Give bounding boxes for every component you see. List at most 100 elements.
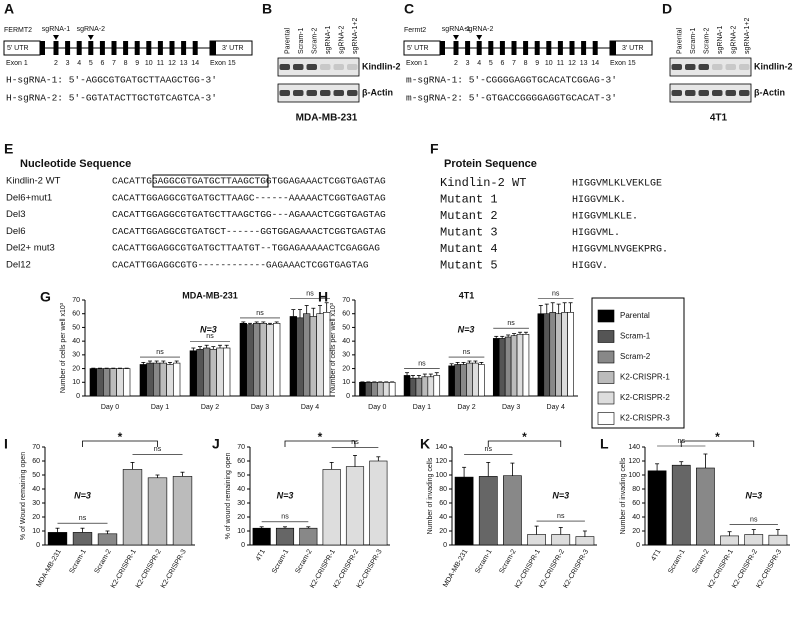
y-tick-label: 70 (237, 444, 245, 451)
ns-label: ns (306, 291, 314, 298)
protein-sequence: HIGGVMLNVGEKPRG. (572, 245, 668, 256)
guide-label: sgRNA-2 (77, 26, 106, 33)
y-tick-label: 30 (72, 352, 80, 359)
bar (266, 324, 274, 397)
exon-label: 9 (535, 60, 539, 67)
exon-label: Exon 1 (6, 60, 28, 67)
ns-label: ns (557, 513, 565, 520)
exon (40, 41, 45, 55)
exon (523, 41, 529, 55)
bar (196, 349, 204, 397)
legend-label: K2-CRISPR-2 (620, 393, 670, 402)
bar (259, 323, 267, 397)
blot-band (739, 90, 750, 96)
exon-label: 12 (568, 60, 576, 67)
x-tick-label: Day 2 (457, 404, 475, 411)
bar (376, 381, 384, 397)
guide-sequence: m-sgRNA-2: 5'-GTGACCGGGGAGGTGCACAT-3' (406, 93, 617, 104)
y-tick-label: 40 (439, 514, 447, 521)
x-tick-label: Day 4 (301, 404, 319, 411)
x-tick-label: Scram-2 (294, 548, 313, 574)
x-tick-label: Scram-1 (69, 548, 88, 574)
y-tick-label: 10 (342, 379, 350, 386)
exon (169, 41, 175, 55)
y-tick-label: 80 (439, 486, 447, 493)
nucleotide-sequence: CACATTGGAGGCGTGATGCTTAAGCTGG---AGAAACTCG… (112, 209, 386, 220)
bar (516, 333, 524, 397)
bar (109, 368, 117, 397)
bar (299, 527, 318, 546)
lane-label: sgRNA-1 (717, 25, 724, 54)
utr-label: 5' UTR (7, 45, 29, 52)
chart-title: 4T1 (459, 290, 475, 300)
section-title: Nucleotide Sequence (20, 158, 131, 170)
bar (189, 350, 197, 397)
blot-frame (277, 83, 360, 103)
exon (99, 41, 105, 55)
star-label: * (118, 430, 123, 444)
x-tick-label: 4T1 (255, 548, 267, 562)
bar (365, 381, 372, 397)
exon (592, 41, 598, 55)
x-tick-label: K2-CRISPR-1 (110, 548, 138, 589)
bar (537, 313, 545, 397)
y-tick-label: 40 (632, 514, 640, 521)
ns-label: ns (552, 291, 560, 298)
x-tick-label: 4T1 (650, 548, 662, 562)
ns-label: ns (79, 515, 87, 522)
bar (388, 381, 396, 397)
ns-label: ns (485, 446, 493, 453)
star-label: * (318, 430, 323, 444)
bar (116, 368, 124, 397)
bar (153, 362, 161, 397)
x-tick-label: K2-CRISPR-3 (562, 548, 590, 589)
y-axis-label: % of Wound remaining open (20, 452, 27, 540)
bar (492, 338, 500, 397)
legend-label: Scram-1 (620, 332, 651, 341)
n-label: N=3 (458, 324, 475, 334)
bar (309, 316, 317, 397)
blot-band (306, 90, 317, 96)
ns-label: ns (507, 320, 515, 327)
exon-label: 5 (89, 60, 93, 67)
x-tick-label: Day 3 (502, 404, 520, 411)
lane-label: sgRNA-2 (731, 25, 738, 54)
bar (551, 534, 571, 546)
y-tick-label: 10 (237, 528, 245, 535)
exon (123, 41, 129, 55)
bar (427, 376, 435, 397)
blot-band (293, 90, 304, 96)
panel-label: F (430, 141, 439, 157)
bar (103, 368, 111, 397)
y-tick-label: 20 (72, 365, 80, 372)
bar (466, 362, 473, 397)
bar (289, 316, 297, 397)
panel-label: J (212, 436, 220, 452)
ns-label: ns (154, 446, 162, 453)
bar (671, 464, 691, 546)
gene-name: Fermt2 (404, 27, 426, 34)
protein-sequence: HIGGVMLKLVEKLGE (572, 179, 662, 190)
bar (549, 312, 557, 397)
blot-band (712, 64, 723, 70)
blot-band (333, 64, 344, 70)
exon (181, 41, 187, 55)
blot-frame (669, 57, 752, 77)
legend-swatch (597, 350, 615, 364)
bar (47, 532, 68, 546)
bar (503, 475, 522, 546)
x-tick-label: MDA-MB-231 (36, 548, 63, 588)
exon (53, 41, 59, 55)
y-tick-label: 140 (435, 444, 447, 451)
exon-label: 6 (100, 60, 104, 67)
utr-label: 3' UTR (622, 45, 644, 52)
section-title: Protein Sequence (444, 158, 537, 170)
n-label: N=3 (200, 324, 217, 334)
exon-label: 12 (168, 60, 176, 67)
bar (421, 376, 429, 397)
blot-band (698, 64, 709, 70)
exon (511, 41, 517, 55)
nucleotide-sequence: CACATTGGAGGCGTG------------GAGAAACTCGGTG… (112, 260, 369, 271)
sequence-name: Del3 (6, 209, 26, 220)
